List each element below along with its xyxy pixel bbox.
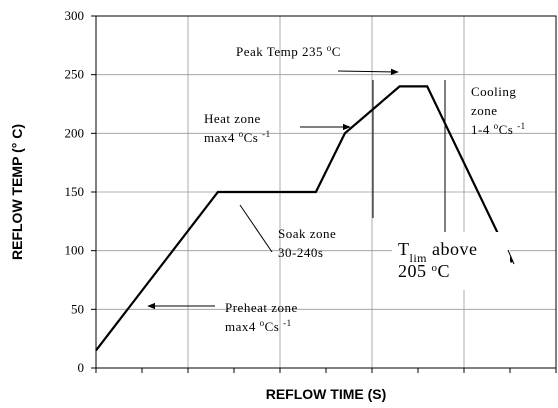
x-axis-label: REFLOW TIME (S) (266, 386, 387, 402)
y-tick-label: 200 (65, 125, 85, 140)
annotation-part: -1 (283, 318, 292, 328)
annotation-part: C (438, 261, 451, 281)
annotation-part: lim (410, 251, 428, 265)
y-tick-label: 300 (65, 8, 85, 23)
annotation-part: zone (471, 103, 498, 118)
annotation-part: 205 (398, 261, 432, 281)
annotation-part: o (432, 262, 438, 274)
series (95, 85, 513, 352)
annotation: 30-240s (278, 245, 323, 260)
annotation-part: Cooling (471, 84, 516, 99)
annotation-part: Soak zone (278, 226, 336, 241)
annotation: max4 oCs -1 (225, 318, 292, 334)
annotation-part: 30-240s (278, 245, 323, 260)
annotation: max4 oCs -1 (204, 129, 271, 145)
annotation-part: above (427, 239, 477, 259)
annotation-part: T (398, 239, 410, 259)
annotation: Soak zone (278, 226, 336, 241)
annotation-part: 1-4 (471, 122, 494, 137)
ticks: 0 50 100 150 200 250 300 (65, 8, 557, 375)
annotation-part: o (239, 129, 244, 139)
y-tick-label: 0 (78, 360, 85, 375)
annotation: zone (471, 103, 498, 118)
annotation-part: C (332, 44, 341, 59)
series-line (95, 85, 513, 352)
annotation: 1-4 oCs -1 (471, 121, 526, 137)
annotation-part: o (494, 121, 499, 131)
label-box (392, 232, 510, 290)
pointer-line (239, 204, 273, 253)
annotation-part: Preheat zone (225, 300, 298, 315)
pointer-line (507, 249, 515, 265)
y-tick-label: 150 (65, 184, 85, 199)
grid (95, 15, 557, 369)
y-tick-label: 250 (65, 67, 85, 82)
annotation: Tlim above (398, 239, 478, 265)
annotation-part: Heat zone (204, 111, 261, 126)
annotation-part: -1 (262, 129, 271, 139)
annotation-part: Cs (244, 130, 262, 145)
annotation: Peak Temp 235 oC (236, 43, 341, 59)
annotation-part: o (327, 43, 332, 53)
y-tick-label: 100 (65, 243, 85, 258)
annotation-part: Cs (265, 319, 283, 334)
annotation: Preheat zone (225, 300, 298, 315)
annotation-part: -1 (517, 121, 526, 131)
annotation-part: max4 (204, 130, 239, 145)
annotation: Heat zone (204, 111, 261, 126)
annotation-part: Peak Temp 235 (236, 44, 327, 59)
y-axis-label: REFLOW TEMP (° C) (9, 124, 25, 260)
annotation-part: max4 (225, 319, 260, 334)
annotation: 205 oC (398, 261, 450, 281)
annotation-part: Cs (499, 122, 517, 137)
annotation-part: o (260, 318, 265, 328)
annotation: Cooling (471, 84, 516, 99)
y-tick-label: 50 (71, 301, 84, 316)
arrow (337, 68, 399, 76)
